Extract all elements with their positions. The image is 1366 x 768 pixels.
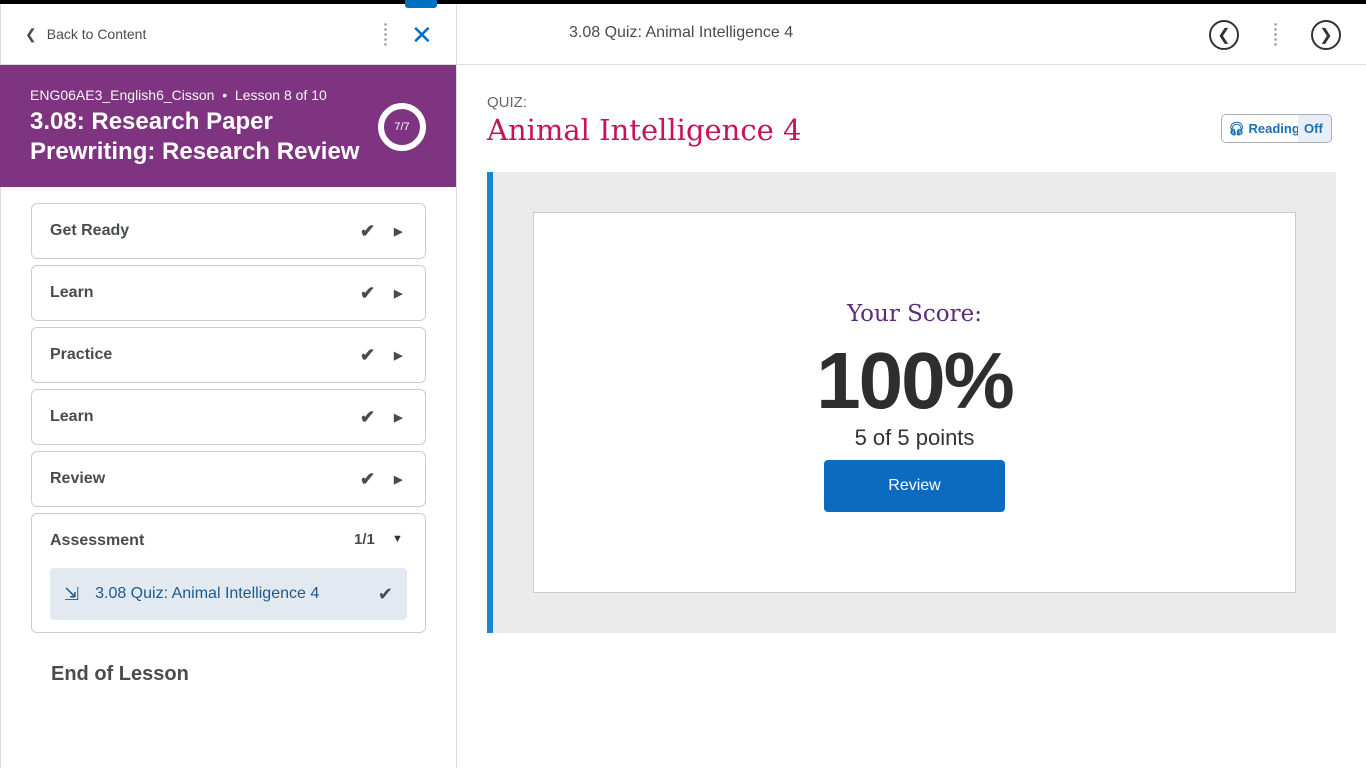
- unit-label: Practice: [50, 346, 113, 363]
- caret-right-icon: ▶: [394, 411, 403, 424]
- unit-label: Review: [50, 470, 106, 487]
- check-icon: ✔: [360, 468, 376, 489]
- unit-label: Learn: [50, 284, 94, 301]
- unit-learn[interactable]: Learn ✔ ▶: [31, 265, 426, 321]
- unit-learn-2[interactable]: Learn ✔ ▶: [31, 389, 426, 445]
- top-bar: [0, 0, 1366, 4]
- lesson-banner: ENG06AE3_English6_Cisson • Lesson 8 of 1…: [0, 65, 456, 187]
- next-icon[interactable]: ❯: [1311, 20, 1341, 50]
- skip-tab[interactable]: [405, 0, 437, 8]
- content-header: 3.08 Quiz: Animal Intelligence 4 ❮ ❯: [457, 4, 1366, 65]
- submission-icon: ⇲: [64, 583, 80, 604]
- progress-ring: 7/7: [378, 103, 426, 151]
- unit-label: Learn: [50, 408, 94, 425]
- quiz-title: Animal Intelligence 4: [487, 113, 802, 147]
- reading-label: Reading: [1248, 121, 1300, 136]
- unit-practice[interactable]: Practice ✔ ▶: [31, 327, 426, 383]
- score-label: Your Score:: [847, 301, 982, 327]
- caret-right-icon: ▶: [394, 287, 403, 300]
- quiz-result-panel: Your Score: 100% 5 of 5 points Review: [487, 172, 1336, 633]
- unit-label: Assessment: [50, 532, 145, 549]
- unit-get-ready[interactable]: Get Ready ✔ ▶: [31, 203, 426, 259]
- check-icon: ✔: [360, 220, 376, 241]
- check-icon: ✔: [360, 344, 376, 365]
- chevron-left-icon: ❮: [25, 25, 37, 42]
- caret-right-icon: ▶: [394, 225, 403, 238]
- more-options-icon[interactable]: [384, 22, 387, 48]
- reading-toggle[interactable]: 🎧︎ Reading Off: [1221, 114, 1332, 143]
- headphones-icon: 🎧︎: [1228, 120, 1245, 136]
- score-card: Your Score: 100% 5 of 5 points Review: [533, 212, 1296, 593]
- quiz-item[interactable]: ⇲ 3.08 Quiz: Animal Intelligence 4 ✔: [50, 568, 407, 620]
- more-options-icon[interactable]: [1274, 22, 1277, 48]
- check-icon: ✔: [377, 583, 393, 604]
- reading-state: Off: [1298, 115, 1331, 142]
- sidebar: ❮ Back to Content ✕ ENG06AE3_English6_Ci…: [0, 4, 457, 768]
- content-title: 3.08 Quiz: Animal Intelligence 4: [569, 24, 794, 41]
- quiz-label: QUIZ:: [487, 94, 527, 111]
- caret-right-icon: ▶: [394, 349, 403, 362]
- progress-text: 7/7: [394, 121, 410, 133]
- sidebar-header: ❮ Back to Content ✕: [1, 4, 456, 65]
- lesson-position: Lesson 8 of 10: [234, 87, 327, 103]
- assessment-header[interactable]: Assessment: [50, 514, 407, 568]
- back-to-content-link[interactable]: ❮ Back to Content: [25, 26, 146, 43]
- quiz-item-label: 3.08 Quiz: Animal Intelligence 4: [95, 585, 320, 602]
- unit-assessment: Assessment 1/1 ▼ ⇲ 3.08 Quiz: Animal Int…: [31, 513, 426, 633]
- assessment-count: 1/1: [354, 531, 375, 548]
- back-label: Back to Content: [46, 26, 147, 42]
- review-button[interactable]: Review: [824, 460, 1005, 512]
- caret-down-icon[interactable]: ▼: [392, 533, 403, 545]
- lesson-title: 3.08: Research Paper Prewriting: Researc…: [30, 108, 360, 165]
- course-name: ENG06AE3_English6_Cisson: [30, 87, 215, 103]
- breadcrumb: ENG06AE3_English6_Cisson • Lesson 8 of 1…: [30, 87, 327, 103]
- unit-review[interactable]: Review ✔ ▶: [31, 451, 426, 507]
- caret-right-icon: ▶: [394, 473, 403, 486]
- end-of-lesson: End of Lesson: [51, 663, 189, 685]
- check-icon: ✔: [360, 406, 376, 427]
- unit-label: Get Ready: [50, 222, 130, 239]
- previous-icon[interactable]: ❮: [1209, 20, 1239, 50]
- close-icon[interactable]: ✕: [411, 20, 433, 50]
- score-points: 5 of 5 points: [854, 425, 975, 450]
- score-percent: 100%: [816, 336, 1015, 425]
- check-icon: ✔: [360, 282, 376, 303]
